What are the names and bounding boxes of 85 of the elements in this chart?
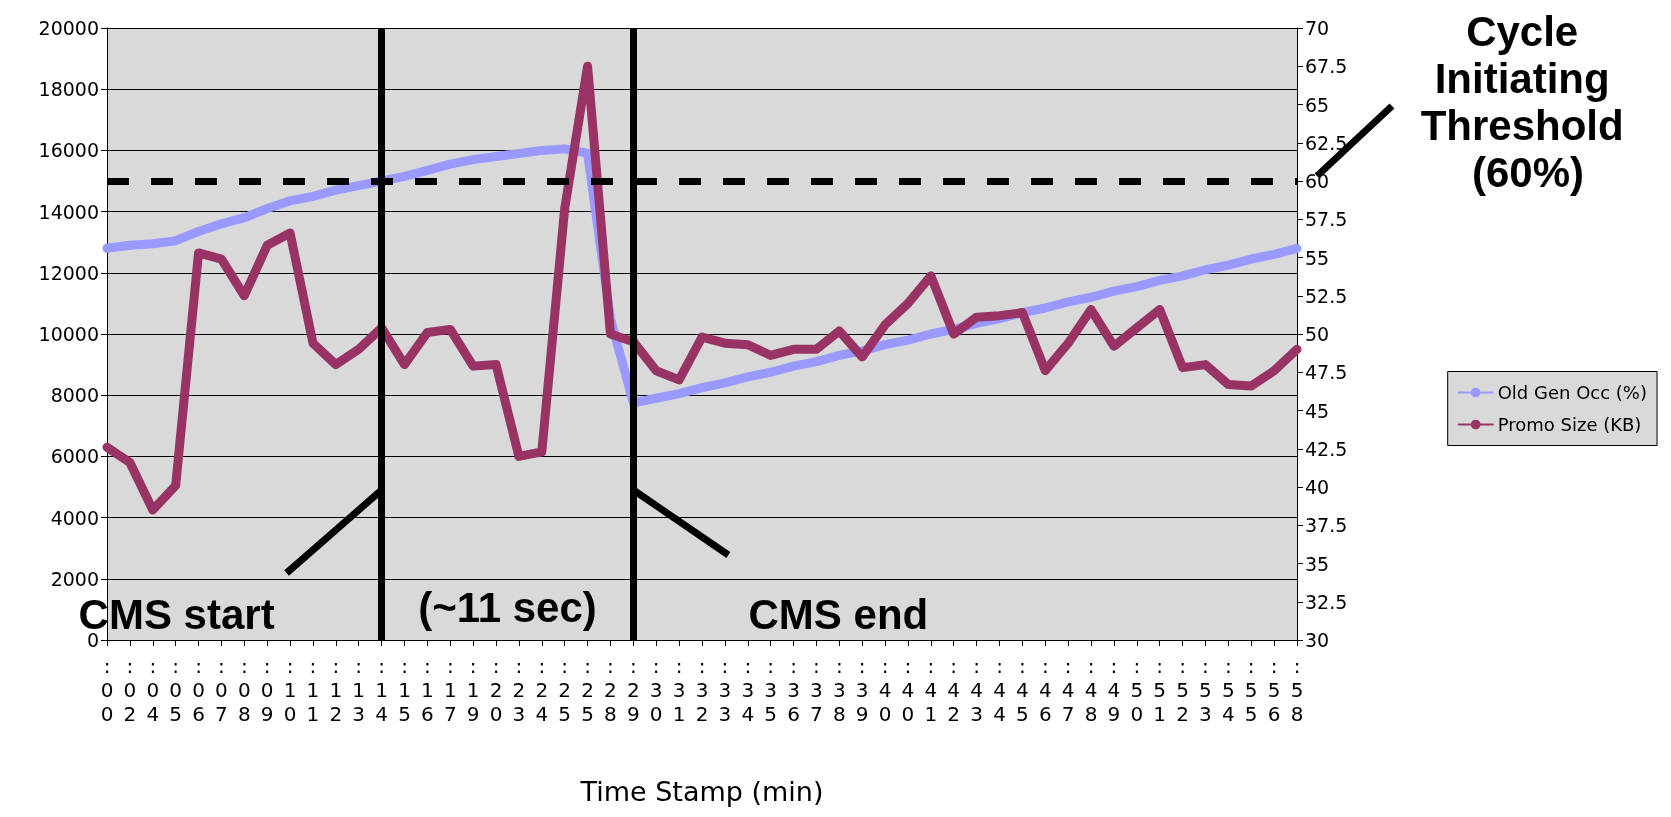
x-tick-label: :46 xyxy=(1038,654,1052,726)
x-tick-label: :29 xyxy=(626,654,640,726)
x-tick-label: :13 xyxy=(352,654,366,726)
legend-label: Promo Size (KB) xyxy=(1497,414,1642,435)
x-tick-label: :31 xyxy=(672,654,686,726)
x-tick-label: :40 xyxy=(878,654,892,726)
x-tick-label: :04 xyxy=(146,654,160,726)
x-tick-label: :51 xyxy=(1153,654,1167,726)
x-tick-label: :39 xyxy=(855,654,869,726)
x-tick-label: :36 xyxy=(787,654,800,726)
x-tick-label: :42 xyxy=(947,654,961,726)
x-tick-label: :32 xyxy=(695,654,709,726)
y2-tick-label: 42.5 xyxy=(1305,437,1348,460)
x-tick-label: :15 xyxy=(398,654,411,726)
x-tick-label: :53 xyxy=(1199,654,1212,726)
x-tick-label: :07 xyxy=(215,654,228,726)
y2-tick-label: 47.5 xyxy=(1305,361,1348,384)
y2-tick-label: 52.5 xyxy=(1305,284,1348,307)
y2-tick-label: 70 xyxy=(1305,17,1330,39)
x-tick-label: :43 xyxy=(970,654,983,726)
x-tick-label: :20 xyxy=(489,654,503,726)
y2-tick-label: 67.5 xyxy=(1305,55,1348,78)
x-tick-label: :00 xyxy=(100,654,114,726)
x-tick-label: :28 xyxy=(604,654,617,726)
y-tick-label: 18000 xyxy=(38,78,99,101)
y2-tick-label: 65 xyxy=(1305,93,1330,116)
x-tick-label: :44 xyxy=(993,654,1006,726)
y2-tick-label: 62.5 xyxy=(1305,131,1348,154)
x-tick-label: :16 xyxy=(421,654,434,726)
x-tick-label: :48 xyxy=(1084,654,1098,726)
y2-tick-label: 37.5 xyxy=(1305,514,1348,537)
y-tick-label: 6000 xyxy=(50,445,99,468)
ref-line-label: Cycle Initiating Threshold (60%) xyxy=(1420,8,1636,196)
x-tick-label: :02 xyxy=(123,654,137,726)
y2-tick-label: 35 xyxy=(1305,552,1330,575)
y-tick-label: 10000 xyxy=(38,323,99,345)
y2-tick-label: 30 xyxy=(1305,629,1330,651)
x-tick-label: :49 xyxy=(1107,654,1121,726)
x-tick-label: :30 xyxy=(649,654,663,726)
x-tick-label: :35 xyxy=(764,654,778,726)
x-tick-label: :24 xyxy=(535,654,549,726)
x-tick-label: :55 xyxy=(1244,654,1258,726)
x-tick-label: :50 xyxy=(1130,654,1144,726)
x-tick-label: :52 xyxy=(1176,654,1189,726)
x-tick-label: :38 xyxy=(832,654,846,726)
y-tick-label: 20000 xyxy=(38,17,99,39)
y2-tick-label: 57.5 xyxy=(1305,208,1348,231)
x-tick-label: :10 xyxy=(283,654,297,726)
x-axis-title: Time Stamp (min) xyxy=(579,776,824,807)
x-tick-label: :47 xyxy=(1061,654,1075,726)
x-tick-label: :08 xyxy=(237,654,251,726)
y-tick-label: 12000 xyxy=(38,261,99,284)
x-tick-label: :58 xyxy=(1290,654,1304,726)
y-tick-label: 8000 xyxy=(50,384,99,407)
y-tick-label: 4000 xyxy=(50,506,99,529)
x-tick-label: :25 xyxy=(581,654,594,726)
x-tick-label: :09 xyxy=(260,654,274,726)
y2-tick-label: 55 xyxy=(1305,246,1330,269)
annotation: (~11 sec) xyxy=(418,583,597,631)
y2-tick-label: 32.5 xyxy=(1305,590,1348,613)
x-tick-label: :40 xyxy=(901,654,915,726)
x-tick-label: :19 xyxy=(466,654,480,726)
y2-tick-label: 50 xyxy=(1305,323,1330,345)
x-tick-label: :23 xyxy=(512,654,526,726)
x-tick-label: :34 xyxy=(741,654,755,726)
x-tick-label: :56 xyxy=(1267,654,1281,726)
ref-line-label: CMS end xyxy=(748,590,929,638)
x-tick-label: :41 xyxy=(924,654,938,726)
legend-label: Old Gen Occ (%) xyxy=(1497,382,1648,403)
y2-tick-label: 40 xyxy=(1305,476,1330,498)
x-tick-label: :05 xyxy=(169,654,183,726)
y2-tick-label: 45 xyxy=(1305,399,1330,422)
y-tick-label: 2000 xyxy=(50,567,99,590)
x-tick-label: :33 xyxy=(718,654,732,726)
x-tick-label: :54 xyxy=(1221,654,1235,726)
x-tick-label: :45 xyxy=(1016,654,1029,726)
x-tick-label: :37 xyxy=(810,654,823,726)
x-tick-label: :17 xyxy=(443,654,457,726)
x-tick-label: :14 xyxy=(375,654,388,726)
y-tick-label: 14000 xyxy=(38,200,99,223)
x-tick-label: :06 xyxy=(192,654,205,726)
x-tick-label: :25 xyxy=(558,654,572,726)
y-tick-label: 16000 xyxy=(38,139,99,162)
x-tick-label: :11 xyxy=(306,654,320,726)
x-tick-label: :12 xyxy=(329,654,343,726)
